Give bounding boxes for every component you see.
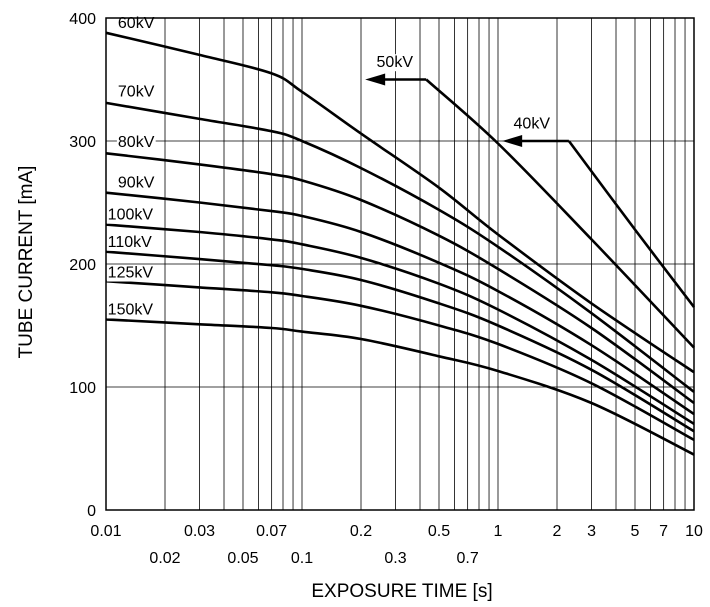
curve-125kv <box>105 279 695 442</box>
curve-150kv <box>105 318 695 456</box>
curve-labels: 60kV 70kV 80kV 90kV 100kV 110kV 125kV 150kV 50kV… <box>106 14 552 319</box>
x-tick-label: 10 <box>685 523 703 540</box>
curve-50kv <box>425 78 695 349</box>
curve-label-70kv: 70kV <box>118 84 155 101</box>
x-tick-label: 0.05 <box>227 550 258 567</box>
curve-label-125kv: 125kV <box>108 265 154 282</box>
arrow-head-50kv <box>365 73 386 86</box>
x-axis-title: EXPOSURE TIME [s] <box>311 581 492 602</box>
curve-label-150kv: 150kV <box>108 301 154 318</box>
x-tick-label: 0.1 <box>291 550 313 567</box>
curve-label-40kv: 40kV <box>514 116 551 133</box>
curve-label-background <box>512 115 552 133</box>
curve-110kv <box>105 250 695 433</box>
y-tick-label: 200 <box>69 257 96 274</box>
curve-label-80kv: 80kV <box>118 134 155 151</box>
curve-label-background <box>116 83 156 101</box>
curve-label-background <box>116 174 156 192</box>
curve-label-background <box>106 206 155 224</box>
plot-frame <box>105 17 695 511</box>
curve-label-background <box>106 264 155 282</box>
x-tick-label: 0.07 <box>256 523 287 540</box>
curve-label-background <box>116 14 156 32</box>
x-tick-label: 0.5 <box>428 523 450 540</box>
curve-label-background <box>116 134 156 152</box>
y-tick-label: 300 <box>69 134 96 151</box>
curve-70kv <box>105 101 695 393</box>
y-tick-label: 0 <box>87 503 96 520</box>
arrows <box>365 73 569 147</box>
x-tick-label: 5 <box>631 523 640 540</box>
x-tick-label: 0.3 <box>384 550 406 567</box>
curve-label-100kv: 100kV <box>108 207 154 224</box>
curve-40kv <box>567 140 696 308</box>
curve-label-background <box>375 54 415 72</box>
curves <box>105 31 696 456</box>
x-tick-label: 0.03 <box>184 523 215 540</box>
curve-90kv <box>105 191 695 416</box>
x-tick-label: 2 <box>553 523 562 540</box>
curve-label-background <box>106 301 155 319</box>
x-tick-label: 0.7 <box>457 550 479 567</box>
axes: 0.01 0.020.03 0.05 0.070.1 0.2 0.3 0.5 0.7 1 2 3 5 7… <box>69 11 703 567</box>
curve-label-60kv: 60kV <box>118 15 155 32</box>
curve-label-110kv: 110kV <box>108 234 153 251</box>
grid <box>106 18 694 510</box>
curve-label-background <box>106 233 154 251</box>
curve-80kv <box>105 152 695 405</box>
x-tick-label: 7 <box>659 523 668 540</box>
x-tick-label: 0.02 <box>149 550 180 567</box>
x-tick-label: 0.01 <box>90 523 121 540</box>
x-tick-label: 3 <box>587 523 596 540</box>
y-axis-title: TUBE CURRENT [mA] <box>16 166 37 359</box>
y-tick-label: 100 <box>69 380 96 397</box>
curve-100kv <box>105 223 695 426</box>
x-tick-label: 1 <box>494 523 503 540</box>
curve-label-90kv: 90kV <box>118 175 155 192</box>
curve-label-50kv: 50kV <box>377 54 414 71</box>
arrow-head-40kv <box>502 135 523 147</box>
x-tick-label: 0.2 <box>350 523 372 540</box>
curve-60kv <box>105 31 695 374</box>
y-tick-label: 400 <box>69 11 96 28</box>
